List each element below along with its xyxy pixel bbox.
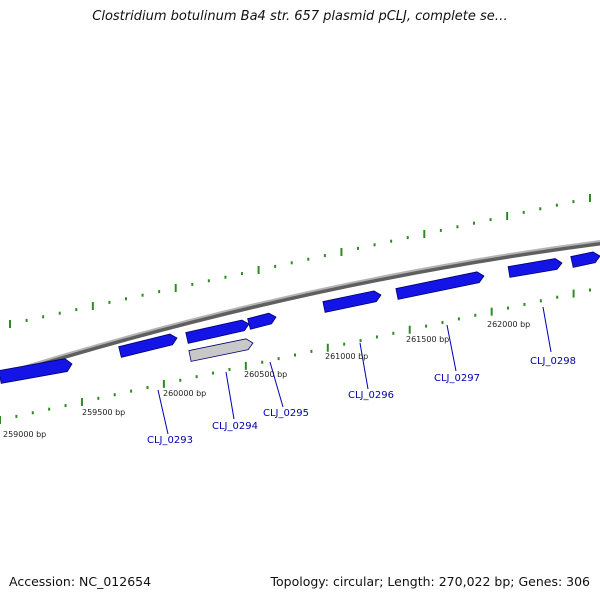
pseudogene-arrow [188,338,254,362]
gene-label: CLJ_0298 [530,356,576,367]
sequence-title: Clostridium botulinum Ba4 str. 657 plasm… [92,9,508,24]
gene-track [0,251,600,384]
position-label: 260500 bp [244,370,287,379]
gene-arrow [570,251,600,268]
gene-arrow [247,312,277,330]
gene-label-leader [225,371,235,420]
gene-label: CLJ_0294 [212,421,258,432]
gene-arrow [185,319,250,344]
accession-label: Accession: NC_012654 [9,574,152,589]
label-leaders [157,306,552,435]
gene-label-leader [157,389,169,435]
inner-tick-track [0,288,591,424]
plasmid-backbone [0,240,600,379]
position-label: 262000 bp [487,320,530,329]
gene-label-leader [542,306,552,353]
genome-summary: Topology: circular; Length: 270,022 bp; … [270,574,591,589]
position-labels: 259000 bp 259500 bp 260000 bp 260500 bp 2610… [3,320,530,439]
gene-label: CLJ_0295 [263,408,309,419]
position-label: 259000 bp [3,430,46,439]
gene-label-leader [269,361,284,408]
position-label: 259500 bp [82,408,125,417]
gene-label: CLJ_0293 [147,435,193,446]
gene-label-leader [446,324,457,372]
gene-labels: CLJ_0293 CLJ_0294 CLJ_0295 CLJ_0296 CLJ_0297… [147,356,576,446]
gene-arrow [395,271,485,300]
backbone-shadow [0,240,600,379]
position-label: 260000 bp [163,389,206,398]
position-label: 261500 bp [406,335,449,344]
gene-arrow [118,333,178,358]
gene-label-leader [359,342,369,390]
gene-arrow [507,258,563,278]
gene-arrow [322,290,382,313]
gene-label: CLJ_0297 [434,373,480,384]
outer-tick-track [9,194,591,328]
gene-arrow [0,358,73,384]
gene-label: CLJ_0296 [348,390,394,401]
position-label: 261000 bp [325,352,368,361]
backbone-highlight [0,240,600,375]
